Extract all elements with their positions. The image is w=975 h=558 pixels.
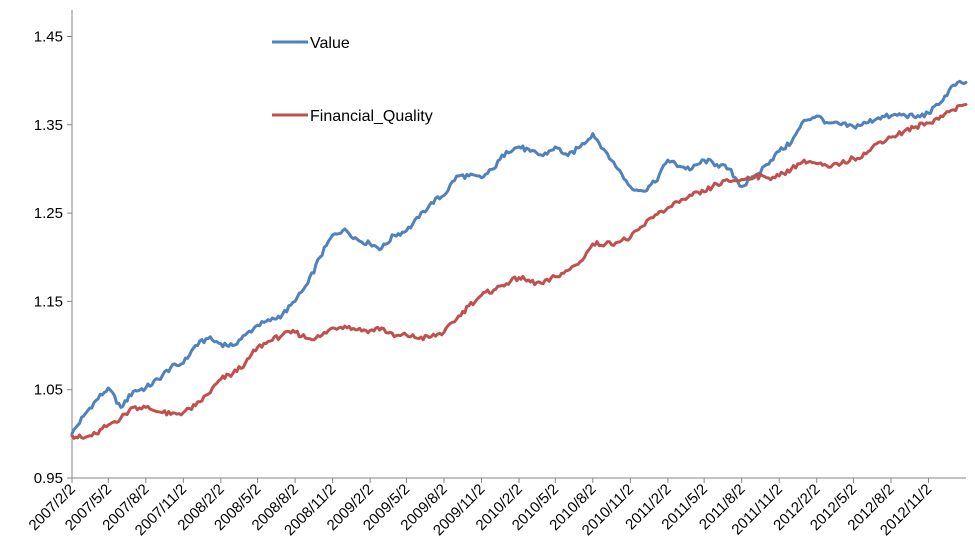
y-tick-label: 1.25 (34, 205, 63, 222)
chart-axes: 0.95 1.05 1.15 1.25 1.35 1.45 2007/2/22007/5/… (26, 10, 966, 539)
legend-label: Financial_Quality (310, 108, 433, 125)
legend-label: Value (310, 35, 350, 52)
y-ticks: 0.95 1.05 1.15 1.25 1.35 1.45 (34, 28, 72, 487)
y-tick-label: 1.35 (34, 117, 63, 134)
y-tick-label: 1.15 (34, 293, 63, 310)
y-tick-label: 1.05 (34, 382, 63, 399)
y-tick-label: 0.95 (34, 470, 63, 487)
series-line-financial-quality (70, 103, 968, 440)
y-tick-label: 1.45 (34, 28, 63, 45)
x-ticks: 2007/2/22007/5/22007/8/22007/11/22008/2/… (26, 478, 935, 539)
series-layer (70, 79, 968, 440)
legend: Value Financial_Quality (272, 35, 433, 125)
series-line-value (70, 79, 968, 436)
